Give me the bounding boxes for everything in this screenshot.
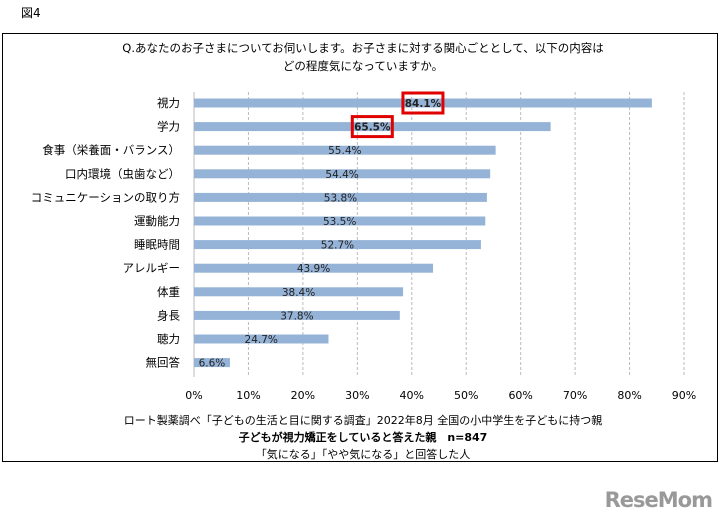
chart-title-line-2: どの程度気になっていますか。 bbox=[282, 59, 444, 73]
figure-label: 図4 bbox=[21, 6, 41, 20]
x-tick-label: 40% bbox=[400, 389, 424, 402]
bar bbox=[194, 145, 496, 155]
data-label: 65.5% bbox=[354, 122, 391, 134]
highlight-box bbox=[350, 115, 394, 139]
x-tick-label: 20% bbox=[291, 389, 315, 402]
bar bbox=[194, 310, 400, 320]
chart-title-line-1: Q.あなたのお子さまについてお伺いします。お子さまに対する関心ごととして、以下の… bbox=[122, 41, 604, 55]
x-tick-label: 60% bbox=[508, 389, 532, 402]
category-label: 口内環境（虫歯など） bbox=[65, 167, 180, 181]
category-label: 睡眠時間 bbox=[134, 238, 180, 252]
data-label: 43.9% bbox=[297, 263, 330, 275]
data-label: 53.5% bbox=[323, 216, 356, 228]
bar bbox=[194, 216, 486, 226]
bar bbox=[194, 192, 487, 202]
category-label: 無回答 bbox=[146, 356, 181, 370]
category-label: 視力 bbox=[157, 96, 180, 110]
x-tick-label: 90% bbox=[672, 389, 696, 402]
x-tick-label: 70% bbox=[563, 389, 587, 402]
category-label: 聴力 bbox=[157, 332, 180, 346]
data-label: 84.1% bbox=[405, 98, 442, 110]
bar bbox=[194, 358, 230, 368]
footer-source: ロート製薬調べ「子どもの生活と目に関する調査」2022年8月 全国の小中学生を子… bbox=[123, 414, 603, 427]
footer-note: 「気になる」「やや気になる」と回答した人 bbox=[255, 448, 471, 461]
x-tick-label: 50% bbox=[454, 389, 478, 402]
bar bbox=[194, 334, 329, 344]
category-label: 学力 bbox=[157, 120, 180, 134]
x-tick-label: 30% bbox=[345, 389, 369, 402]
category-label: 運動能力 bbox=[134, 214, 180, 228]
data-label: 37.8% bbox=[280, 310, 313, 322]
bar bbox=[194, 287, 404, 297]
category-label: アレルギー bbox=[123, 261, 181, 275]
data-label: 54.4% bbox=[325, 169, 358, 181]
category-label: 身長 bbox=[157, 308, 180, 322]
data-label: 53.8% bbox=[324, 192, 357, 204]
category-label: 食事（栄養面・バランス） bbox=[42, 143, 180, 157]
bar bbox=[194, 98, 652, 108]
chart-frame bbox=[2, 33, 718, 462]
bar bbox=[194, 240, 481, 250]
bar bbox=[194, 263, 434, 273]
x-tick-label: 80% bbox=[617, 389, 641, 402]
resemom-logo: ReseMom bbox=[604, 488, 713, 512]
bar bbox=[194, 169, 491, 179]
x-tick-label: 10% bbox=[236, 389, 260, 402]
category-label: コミュニケーションの取り方 bbox=[31, 190, 180, 204]
data-label: 38.4% bbox=[282, 287, 315, 299]
data-label: 24.7% bbox=[245, 334, 278, 346]
data-label: 55.4% bbox=[328, 145, 361, 157]
category-label: 体重 bbox=[157, 285, 180, 299]
data-label: 52.7% bbox=[321, 240, 354, 252]
x-tick-label: 0% bbox=[185, 389, 202, 402]
bar bbox=[194, 122, 551, 132]
footer-sample: 子どもが視力矯正をしていると答えた親 n=847 bbox=[238, 431, 488, 444]
highlight-box bbox=[401, 91, 445, 115]
data-label: 6.6% bbox=[199, 358, 226, 370]
